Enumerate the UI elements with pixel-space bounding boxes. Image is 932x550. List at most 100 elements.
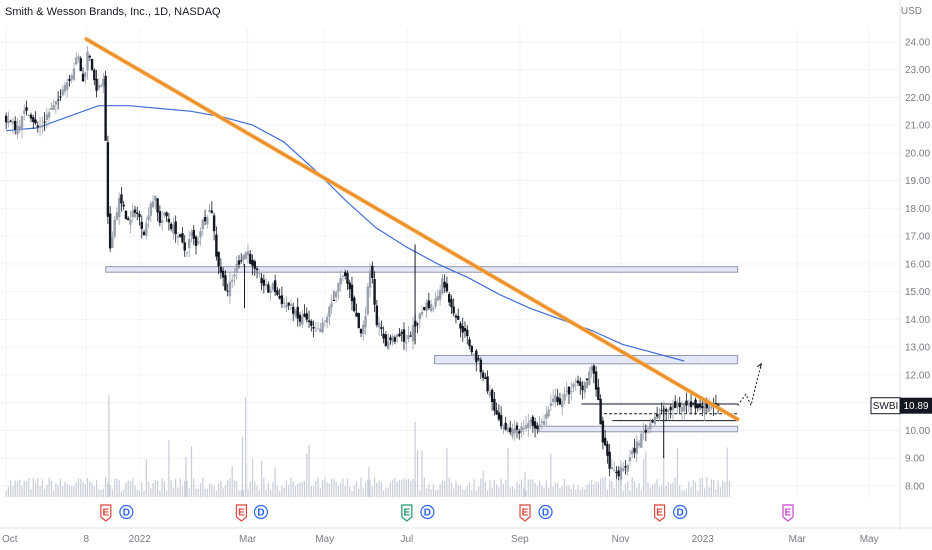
volume-bar xyxy=(159,490,161,497)
symbol-title: Smith & Wesson Brands, Inc., 1D, NASDAQ xyxy=(5,6,221,18)
candle-body xyxy=(108,213,112,249)
volume-bar xyxy=(448,477,450,497)
dividend-marker[interactable]: D xyxy=(253,504,269,520)
volume-bar xyxy=(326,482,328,497)
volume-bar xyxy=(453,488,455,497)
candle-body xyxy=(151,201,155,208)
candle-body xyxy=(230,279,234,282)
candle-body xyxy=(470,345,473,353)
volume-bar xyxy=(568,485,570,497)
volume-bar xyxy=(548,487,550,497)
candle-body xyxy=(583,382,586,393)
candle-body xyxy=(97,85,101,89)
candle-body xyxy=(377,322,381,328)
volume-bar xyxy=(77,478,80,497)
volume-bar xyxy=(416,450,419,497)
candle-body xyxy=(655,414,659,417)
volume-bar xyxy=(279,490,281,497)
candle-body xyxy=(181,233,184,243)
volume-bar xyxy=(168,440,170,497)
dividend-marker[interactable]: D xyxy=(538,504,553,520)
x-tick-label: Mar xyxy=(239,534,257,545)
volume-bar xyxy=(697,490,699,497)
dividend-marker[interactable]: D xyxy=(420,504,435,520)
candle-body xyxy=(79,58,82,72)
volume-bar xyxy=(480,478,482,497)
volume-bar xyxy=(238,490,240,497)
y-tick-label: 24.00 xyxy=(905,37,930,48)
candle-body xyxy=(540,421,544,423)
volume-bar xyxy=(120,490,123,497)
volume-bar xyxy=(143,490,145,497)
volume-bar xyxy=(193,478,195,497)
candle-body xyxy=(255,268,259,271)
volume-bar xyxy=(185,457,187,497)
volume-bar xyxy=(281,485,283,497)
volume-bar xyxy=(220,480,222,497)
volume-bar xyxy=(301,481,303,497)
candle-body xyxy=(450,299,453,308)
volume-bar xyxy=(435,490,437,497)
volume-bar xyxy=(364,482,367,497)
candle-body xyxy=(570,391,573,393)
volume-bar xyxy=(312,486,315,497)
volume-bar xyxy=(455,480,457,497)
candle-body xyxy=(671,405,675,411)
earnings-marker[interactable]: E xyxy=(100,504,112,522)
projection-path[interactable] xyxy=(737,362,763,407)
candle-body xyxy=(149,203,153,216)
earnings-marker[interactable]: E xyxy=(782,504,794,522)
volume-bar xyxy=(652,484,654,497)
dividend-marker[interactable]: D xyxy=(673,504,688,520)
candle-body xyxy=(301,316,304,325)
candle-body xyxy=(38,125,42,128)
volume-bar xyxy=(5,490,7,497)
candle-body xyxy=(375,305,379,326)
candle-body xyxy=(603,437,607,446)
candle-body xyxy=(423,307,426,311)
volume-bar xyxy=(642,459,645,497)
earnings-marker[interactable]: E xyxy=(653,504,666,522)
trendline-core xyxy=(86,38,738,420)
volume-bar xyxy=(108,395,110,497)
candle-body xyxy=(649,423,652,429)
candle-body xyxy=(590,366,593,371)
candle-body xyxy=(714,403,718,405)
volume-bar xyxy=(579,489,581,497)
candle-body xyxy=(226,290,229,292)
candle-body xyxy=(551,398,555,403)
candle-body xyxy=(52,104,55,110)
candle-body xyxy=(258,273,261,275)
trendline[interactable] xyxy=(84,37,740,422)
volume-bar xyxy=(609,479,611,497)
volume-bar xyxy=(563,478,566,497)
earnings-marker[interactable]: E xyxy=(401,504,413,522)
volume-bar xyxy=(502,484,505,497)
earnings-marker[interactable]: E xyxy=(235,504,248,522)
volume-bar xyxy=(694,482,697,497)
resistance-zones[interactable] xyxy=(105,266,739,433)
candle-body xyxy=(106,142,110,217)
candle-body xyxy=(219,267,223,273)
candle-body xyxy=(280,295,284,304)
candle-body xyxy=(267,284,270,293)
volume-bar xyxy=(358,488,360,497)
earnings-marker[interactable]: E xyxy=(519,504,531,522)
candle-body xyxy=(269,290,272,293)
candle-body xyxy=(303,313,306,317)
volume-bar xyxy=(385,487,387,497)
candle-body xyxy=(520,426,523,433)
candle-body xyxy=(289,304,293,307)
dividend-marker[interactable]: D xyxy=(119,504,134,520)
candle-body xyxy=(400,331,403,334)
volume-bar xyxy=(703,488,706,497)
volume-bar xyxy=(520,479,523,497)
candle-body xyxy=(197,240,200,244)
y-tick-label: 17.00 xyxy=(905,232,930,243)
candle-body xyxy=(122,204,125,207)
volume-bar xyxy=(633,481,636,497)
candle-body xyxy=(77,56,80,59)
candle-body xyxy=(488,391,492,396)
